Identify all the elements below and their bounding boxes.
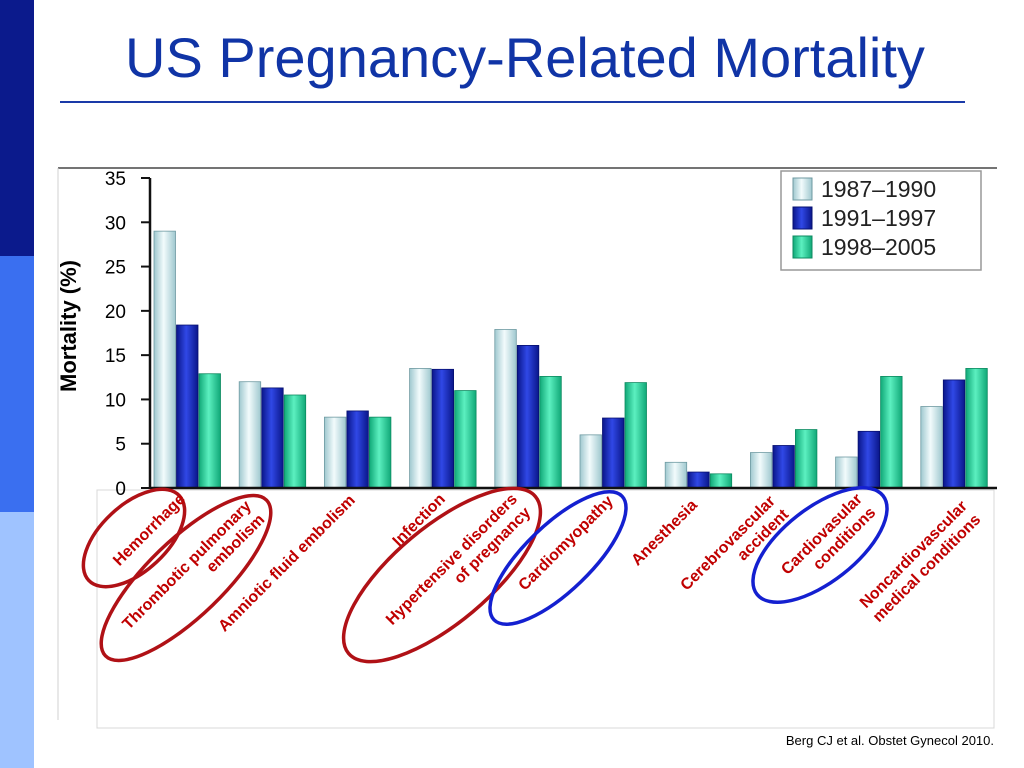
bar-3-8 (795, 429, 818, 489)
bar-3-10 (965, 368, 988, 489)
bar-1-4 (409, 368, 432, 489)
legend-label-1: 1987–1990 (821, 176, 936, 202)
y-tick-label: 0 (115, 479, 126, 500)
bar-1-3 (323, 416, 347, 489)
emphasis-circle-1 (81, 487, 187, 589)
title-divider (60, 101, 965, 103)
bar-1-9 (835, 456, 858, 489)
y-tick-label: 10 (105, 390, 126, 411)
bar-1-6 (579, 434, 602, 489)
y-tick-label: 35 (105, 169, 126, 190)
bar-3-5 (539, 375, 562, 489)
category-label-5: Hypertensive disordersof pregnancy (383, 491, 534, 642)
bar-2-9 (857, 430, 880, 489)
side-band-middle (0, 256, 34, 512)
citation: Berg CJ et al. Obstet Gynecol 2010. (785, 733, 994, 748)
bar-2-2 (261, 387, 284, 489)
bar-3-9 (880, 375, 903, 489)
y-tick-label: 20 (105, 302, 126, 323)
bar-1-1 (153, 230, 176, 489)
bar-2-7 (687, 471, 710, 489)
category-label-line: Anesthesia (628, 497, 700, 569)
bar-3-3 (368, 416, 392, 489)
emphasis-circle-4 (488, 490, 628, 626)
bar-2-8 (772, 445, 795, 489)
bar-2-5 (516, 344, 540, 489)
bar-1-8 (750, 452, 773, 489)
side-band-bottom (0, 512, 34, 768)
category-label-4: Infection (390, 491, 449, 550)
category-label-line: Infection (390, 491, 449, 550)
legend-box (780, 170, 982, 271)
legend-label-2: 1991–1997 (821, 205, 936, 231)
bar-3-1 (198, 373, 221, 489)
bar-3-2 (283, 394, 307, 489)
bar-1-7 (664, 461, 688, 489)
bar-1-2 (238, 381, 262, 489)
legend-label-3: 1998–2005 (821, 234, 936, 260)
slide-title: US Pregnancy-Related Mortality (125, 26, 925, 89)
y-tick-label: 5 (115, 435, 126, 456)
category-label-line: Hemorrhage (110, 491, 189, 570)
bar-2-6 (602, 417, 625, 489)
bar-layer (153, 230, 988, 489)
legend-swatch-2 (792, 206, 813, 230)
side-band-top (0, 0, 34, 256)
category-label-9: Cardiovasularconditions (778, 491, 879, 592)
y-tick-label: 25 (105, 258, 126, 279)
bar-2-4 (431, 368, 455, 489)
label-area-frame (96, 489, 995, 729)
y-tick-label: 15 (105, 346, 126, 367)
emphasis-circle-5 (751, 486, 889, 604)
legend: 1987–1990 1991–1997 1998–2005 (780, 170, 982, 271)
legend-swatch-3 (792, 235, 813, 259)
category-label-1: Hemorrhage (110, 491, 189, 570)
emphasis-circle-3 (341, 486, 543, 664)
category-label-7: Anesthesia (628, 497, 700, 569)
y-tick-label: 30 (105, 213, 126, 234)
bar-2-1 (176, 324, 199, 489)
y-axis-label: Mortality (%) (56, 260, 81, 392)
bar-1-10 (920, 406, 943, 489)
bar-2-10 (942, 379, 966, 489)
emphasis-circles (81, 486, 889, 664)
category-label-line: Hypertensive disorders (383, 491, 521, 629)
bar-3-7 (709, 473, 733, 489)
legend-swatch-1 (792, 177, 813, 201)
emphasis-circle-2 (99, 493, 273, 663)
bar-3-6 (624, 382, 647, 489)
bar-1-5 (494, 329, 517, 489)
y-tick-layer: 0 5 10 15 20 25 30 35 (105, 169, 150, 500)
bar-2-3 (346, 410, 369, 489)
bar-3-4 (454, 390, 477, 489)
